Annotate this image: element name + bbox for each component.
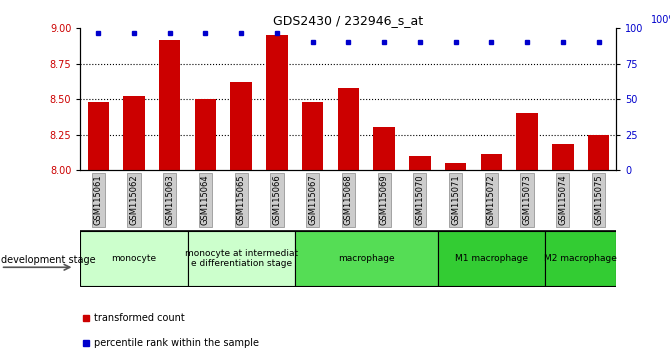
Bar [445,163,466,170]
Bar [302,102,324,170]
Text: monocyte: monocyte [111,254,157,263]
Text: GSM115068: GSM115068 [344,175,353,225]
Text: development stage: development stage [1,255,95,265]
Text: GSM115066: GSM115066 [273,175,281,225]
Bar [123,96,145,170]
Text: GSM115074: GSM115074 [558,175,567,225]
Text: GSM115072: GSM115072 [487,175,496,225]
Title: GDS2430 / 232946_s_at: GDS2430 / 232946_s_at [273,14,423,27]
Bar [588,135,609,170]
Bar [266,35,287,170]
Text: GSM115061: GSM115061 [94,175,103,225]
Text: GSM115064: GSM115064 [201,175,210,225]
Text: GSM115065: GSM115065 [237,175,246,225]
Text: monocyte at intermediat
e differentiation stage: monocyte at intermediat e differentiatio… [185,249,297,268]
Bar [338,88,359,170]
Text: M2 macrophage: M2 macrophage [544,254,617,263]
Text: macrophage: macrophage [338,254,395,263]
Bar [195,99,216,170]
Text: 100%: 100% [651,16,670,25]
FancyBboxPatch shape [545,231,616,286]
FancyBboxPatch shape [80,231,188,286]
Bar [552,144,574,170]
Text: GSM115075: GSM115075 [594,175,603,225]
Text: transformed count: transformed count [94,313,184,323]
Text: percentile rank within the sample: percentile rank within the sample [94,338,259,348]
FancyBboxPatch shape [188,231,295,286]
Text: GSM115069: GSM115069 [380,175,389,225]
Bar [409,156,431,170]
Text: GSM115073: GSM115073 [523,175,531,225]
Text: M1 macrophage: M1 macrophage [455,254,528,263]
Text: GSM115063: GSM115063 [165,175,174,225]
Text: GSM115071: GSM115071 [451,175,460,225]
Text: GSM115067: GSM115067 [308,175,317,225]
FancyBboxPatch shape [295,231,438,286]
Bar [230,82,252,170]
Bar [517,113,538,170]
Bar [373,127,395,170]
Text: GSM115062: GSM115062 [129,175,139,225]
FancyBboxPatch shape [438,231,545,286]
Text: GSM115070: GSM115070 [415,175,424,225]
Bar [480,154,502,170]
Bar [88,102,109,170]
Bar [159,40,180,170]
